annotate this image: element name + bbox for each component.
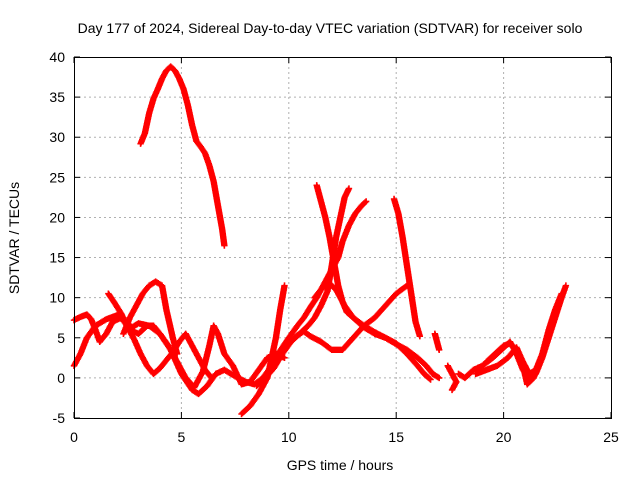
- series-marks: [431, 330, 443, 354]
- y-tick-label: 5: [57, 330, 65, 346]
- series-trace-4: [120, 278, 181, 358]
- y-tick-label: -5: [53, 410, 66, 426]
- y-tick-label: 20: [49, 209, 65, 225]
- y-tick-label: 40: [49, 49, 65, 65]
- x-tick-label: 10: [281, 429, 297, 445]
- y-tick-label: 25: [49, 169, 65, 185]
- series-marks: [444, 362, 460, 394]
- x-tick-label: 15: [388, 429, 404, 445]
- series-trace-13: [444, 362, 460, 394]
- series-trace-5: [137, 63, 228, 249]
- y-tick-label: 30: [49, 129, 65, 145]
- y-tick-label: 35: [49, 89, 65, 105]
- y-tick-label: 15: [49, 250, 65, 266]
- series-trace-11: [390, 195, 424, 340]
- y-axis-label: SDTVAR / TECUs: [6, 182, 22, 294]
- plot-area: [70, 63, 570, 418]
- x-tick-label: 25: [603, 429, 619, 445]
- series-trace-10: [311, 278, 434, 383]
- plot-frame: [74, 57, 612, 419]
- chart-title: Day 177 of 2024, Sidereal Day-to-day VTE…: [78, 20, 583, 36]
- series-marks: [455, 282, 570, 382]
- x-tick-label: 0: [70, 429, 78, 445]
- y-tick-label: 10: [49, 290, 65, 306]
- y-tick-label: 0: [57, 370, 65, 386]
- series-trace-16: [483, 340, 544, 388]
- series-marks: [483, 340, 544, 388]
- series-marks: [390, 195, 424, 340]
- x-axis-label: GPS time / hours: [287, 457, 394, 473]
- x-tick-label: 5: [178, 429, 186, 445]
- x-tick-label: 20: [496, 429, 512, 445]
- series-marks: [137, 63, 228, 249]
- series-marks: [311, 278, 434, 383]
- series-marks: [120, 278, 181, 358]
- series-trace-14: [455, 282, 570, 382]
- series-trace-12: [431, 330, 443, 354]
